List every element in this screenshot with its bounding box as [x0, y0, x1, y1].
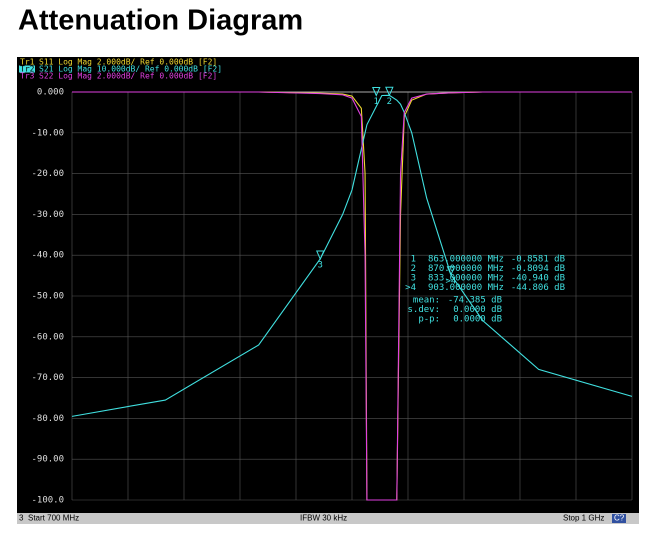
stat-label: mean:: [413, 296, 440, 306]
status-bar: [17, 513, 639, 524]
legend-entry: S22 Log Mag 2.000dB/ Ref 0.000dB [F2]: [39, 72, 217, 81]
stat-value: -74.385 dB: [448, 296, 502, 306]
page-title: Attenuation Diagram: [18, 5, 303, 37]
y-tick-label: -30.00: [31, 210, 64, 220]
readout-label: 1: [411, 255, 416, 265]
marker-label: 3: [318, 261, 323, 271]
legend-name: Tr3: [20, 72, 35, 81]
stat-value: 0.0000 dB: [453, 305, 502, 315]
y-tick-label: -50.00: [31, 292, 64, 302]
readout-label: 2: [411, 264, 416, 274]
legend-entry: S21 Log Mag 10.000dB/ Ref 0.000dB [F2]: [39, 65, 222, 74]
status-ifbw: IFBW 30 kHz: [300, 514, 347, 523]
y-tick-label: -40.00: [31, 251, 64, 261]
trace: [72, 91, 632, 501]
status-start: Start 700 MHz: [28, 514, 79, 523]
marker: [385, 86, 394, 97]
readout-freq: 833.000000 MHz: [428, 274, 504, 284]
y-tick-label: -70.00: [31, 373, 64, 383]
y-tick-label: -20.00: [31, 169, 64, 179]
stat-label: p-p:: [418, 315, 440, 325]
readout-freq: 863.000000 MHz: [428, 255, 504, 265]
readout-label: >4: [405, 283, 416, 293]
readout-value: -40.940 dB: [511, 274, 565, 284]
y-tick-label: -10.00: [31, 128, 64, 138]
readout-freq: 903.000000 MHz: [428, 283, 504, 293]
y-tick-label: -60.00: [31, 332, 64, 342]
marker-label: 2: [387, 97, 392, 107]
marker: [446, 266, 456, 277]
marker: [316, 250, 325, 261]
readout-value: -44.806 dB: [511, 283, 565, 293]
readout-value: -0.8094 dB: [511, 264, 565, 274]
marker-label: >4: [446, 276, 457, 286]
legend-highlight: [19, 65, 35, 73]
y-tick-label: -80.00: [31, 414, 64, 424]
readout-value: -0.8581 dB: [511, 255, 565, 265]
status-stop: Stop 1 GHz: [563, 514, 604, 523]
stat-label: s.dev:: [407, 305, 440, 315]
readout-freq: 870.000000 MHz: [428, 264, 504, 274]
stat-value: 0.0000 dB: [453, 315, 502, 325]
legend-name: Tr1: [20, 58, 35, 67]
readout-label: 3: [411, 274, 416, 284]
cal-box: [612, 514, 626, 523]
status-channel: 3: [19, 514, 24, 523]
marker-label: 1: [374, 97, 379, 107]
status-cal: C?: [614, 514, 625, 523]
legend-entry: S11 Log Mag 2.000dB/ Ref 0.000dB [F2]: [39, 58, 217, 67]
y-tick-label: -100.0: [31, 496, 64, 506]
y-tick-label: -90.00: [31, 455, 64, 465]
legend-name: Tr2: [20, 65, 35, 74]
y-tick-label: 0.000: [37, 88, 64, 98]
marker: [372, 87, 381, 97]
